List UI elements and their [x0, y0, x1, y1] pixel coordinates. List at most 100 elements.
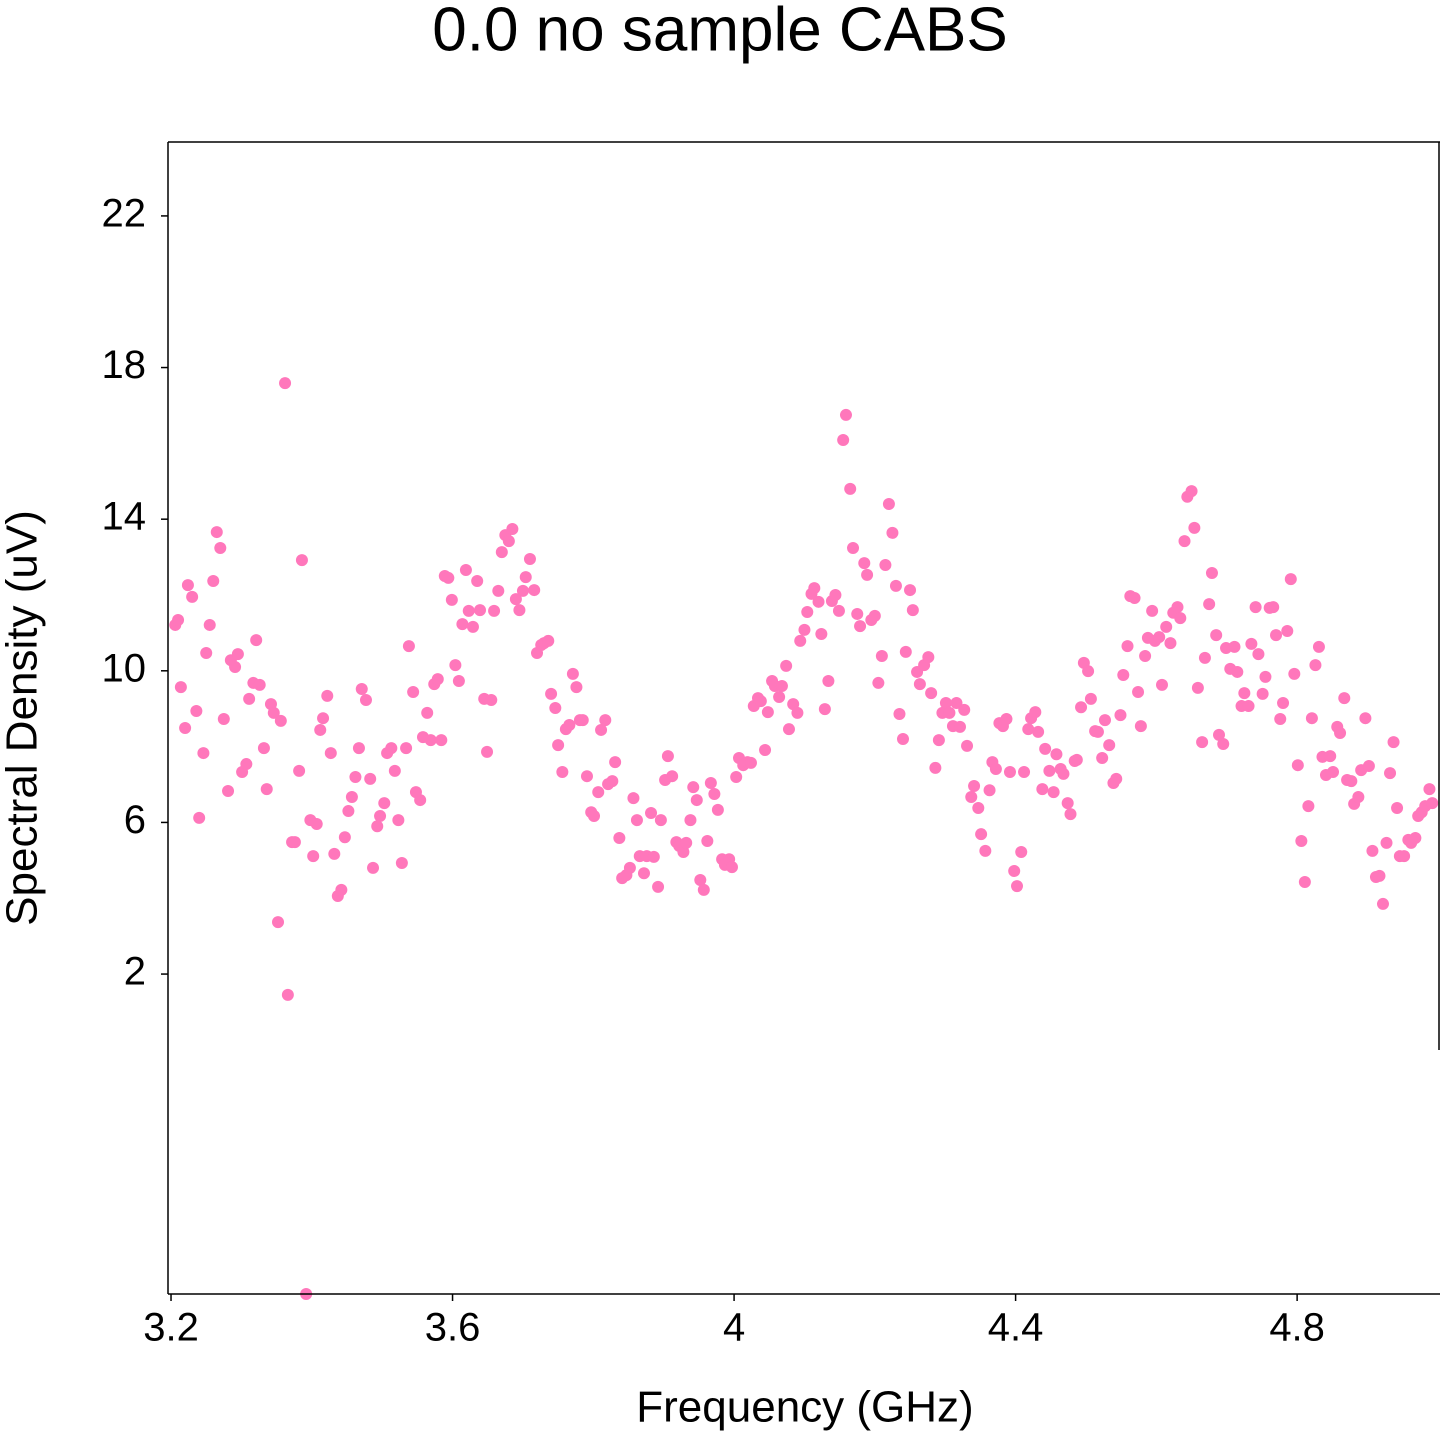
plot-area: [169, 377, 1439, 1300]
point: [782, 723, 795, 736]
point: [1174, 612, 1187, 625]
point: [1238, 687, 1251, 700]
point: [402, 640, 415, 653]
point: [267, 706, 280, 719]
point: [1345, 775, 1358, 788]
point: [773, 690, 786, 703]
point: [355, 683, 368, 696]
point: [1029, 706, 1042, 719]
point: [1324, 750, 1337, 763]
point: [588, 809, 601, 822]
point: [630, 814, 643, 827]
point: [250, 634, 263, 647]
y-tick-label: 2: [124, 950, 146, 994]
point: [1270, 629, 1283, 642]
point: [222, 784, 235, 797]
point: [364, 772, 377, 785]
point: [851, 607, 864, 620]
point: [359, 693, 372, 706]
point: [474, 604, 486, 617]
point: [388, 764, 401, 777]
point: [808, 582, 821, 595]
chart-title: 0.0 no sample CABS: [432, 0, 1008, 64]
point: [975, 828, 988, 841]
point: [697, 883, 710, 896]
point: [822, 675, 835, 688]
point: [556, 766, 569, 779]
point: [253, 678, 266, 691]
point: [744, 756, 757, 769]
point: [1352, 791, 1365, 804]
point: [414, 794, 427, 807]
point: [1302, 800, 1315, 813]
point: [1198, 651, 1211, 664]
point: [882, 498, 895, 511]
point: [780, 659, 793, 672]
point: [893, 708, 906, 721]
point: [645, 806, 658, 819]
point: [839, 408, 852, 421]
point: [1050, 748, 1063, 761]
point: [647, 850, 660, 863]
point: [1288, 667, 1301, 680]
y-axis-label: Spectral Density (uV): [0, 510, 47, 926]
point: [523, 552, 536, 565]
point: [1091, 725, 1104, 738]
point: [1185, 485, 1198, 498]
point: [1366, 844, 1379, 857]
point: [1384, 767, 1397, 780]
point: [179, 722, 192, 735]
point: [1231, 665, 1244, 678]
point: [875, 650, 888, 663]
point: [1213, 728, 1226, 741]
point: [214, 541, 227, 554]
point: [844, 482, 857, 495]
point: [812, 595, 825, 608]
point: [509, 593, 522, 606]
point: [349, 770, 362, 783]
point: [627, 792, 640, 805]
point: [690, 794, 703, 807]
point: [217, 712, 230, 725]
point: [868, 609, 881, 622]
point: [1284, 573, 1297, 586]
point: [759, 744, 772, 757]
point: [229, 661, 242, 674]
point: [580, 770, 593, 783]
point: [431, 673, 444, 686]
point: [407, 686, 420, 699]
point: [193, 811, 206, 824]
point: [1252, 648, 1265, 661]
point: [925, 687, 938, 700]
point: [1188, 521, 1201, 534]
point: [872, 676, 885, 689]
point: [459, 563, 472, 576]
point: [1380, 836, 1393, 849]
point: [837, 433, 850, 446]
point: [200, 646, 213, 659]
point: [295, 554, 308, 567]
point: [1191, 681, 1204, 694]
point: [516, 584, 529, 597]
point: [961, 739, 974, 752]
point: [1096, 751, 1109, 764]
point: [1373, 869, 1386, 882]
point: [1139, 650, 1152, 663]
point: [552, 739, 565, 752]
point: [338, 831, 351, 844]
point: [818, 703, 831, 716]
point: [395, 856, 408, 869]
x-tick-label: 4.4: [988, 1306, 1044, 1350]
point: [954, 720, 966, 733]
point: [1000, 712, 1013, 725]
point: [1047, 786, 1060, 799]
point: [243, 692, 256, 705]
point: [906, 604, 919, 617]
x-tick-label: 3.6: [425, 1306, 481, 1350]
point: [1146, 604, 1159, 617]
point: [1117, 668, 1130, 681]
point: [1018, 766, 1031, 779]
point: [1228, 640, 1241, 653]
point: [549, 701, 562, 714]
